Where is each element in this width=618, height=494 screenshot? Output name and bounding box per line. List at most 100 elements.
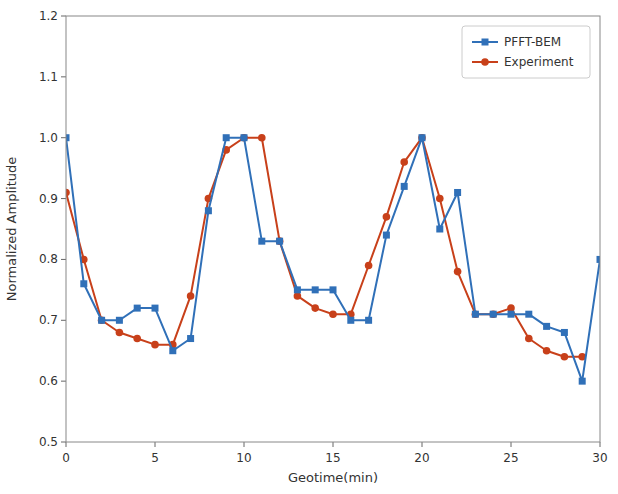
x-tick (600, 442, 601, 447)
data-point (116, 329, 124, 337)
data-point (329, 310, 337, 318)
data-point (561, 353, 569, 361)
plot-area (66, 134, 600, 385)
data-point (543, 347, 551, 355)
x-tick-label: 20 (414, 451, 429, 465)
data-point (347, 317, 354, 324)
data-point (436, 195, 444, 203)
series (66, 134, 586, 361)
data-point (454, 189, 461, 196)
data-point (116, 317, 123, 324)
data-point (383, 213, 391, 221)
x-tick-label: 0 (62, 451, 70, 465)
data-point (276, 238, 283, 245)
series-line (66, 138, 600, 381)
x-tick-label: 15 (325, 451, 340, 465)
data-point (490, 311, 497, 318)
x-tick (155, 442, 156, 447)
data-point (294, 286, 301, 293)
data-point (66, 134, 70, 141)
plot-frame (66, 16, 600, 442)
data-point (152, 305, 159, 312)
data-point (401, 183, 408, 190)
data-point (223, 134, 230, 141)
data-point (400, 158, 408, 166)
series-line (66, 138, 582, 357)
data-point (187, 335, 194, 342)
data-point (418, 134, 426, 142)
data-point (80, 280, 87, 287)
data-point (525, 335, 533, 343)
data-point (241, 134, 248, 141)
y-tick (61, 76, 66, 77)
legend-label: PFFT-BEM (504, 35, 561, 49)
data-point (258, 134, 266, 142)
x-tick (244, 442, 245, 447)
data-point (312, 286, 319, 293)
data-point (419, 134, 426, 141)
data-point (579, 378, 586, 385)
y-tick-label: 0.9 (39, 192, 58, 206)
data-point (508, 311, 515, 318)
y-tick (61, 442, 66, 443)
chart: 0 5 10 15 20 25 30 0.5 0.6 0.7 0.8 0.9 1.0 1.1 1.2 Geot… (0, 0, 618, 494)
axes: 0 5 10 15 20 25 30 0.5 0.6 0.7 0.8 0.9 1.0 1.1 1.2 (39, 9, 608, 465)
data-point (311, 304, 319, 312)
data-point (205, 207, 212, 214)
data-point (151, 341, 159, 349)
data-point (525, 311, 532, 318)
data-point (258, 238, 265, 245)
data-point (365, 262, 373, 270)
data-point (187, 292, 195, 300)
data-point (472, 310, 480, 318)
legend-marker (482, 39, 489, 46)
x-tick-label: 25 (503, 451, 518, 465)
y-tick-label: 0.6 (39, 374, 58, 388)
y-tick (61, 198, 66, 199)
data-point (169, 347, 176, 354)
y-tick (61, 381, 66, 382)
legend-label: Experiment (504, 55, 574, 69)
y-tick (61, 137, 66, 138)
data-point (597, 256, 601, 263)
legend-box (462, 26, 590, 78)
data-point (98, 317, 105, 324)
x-tick-label: 5 (151, 451, 159, 465)
data-point (454, 268, 462, 276)
x-tick (422, 442, 423, 447)
legend: PFFT-BEM Experiment (462, 26, 590, 78)
data-point (330, 286, 337, 293)
data-point (489, 310, 497, 318)
data-point (240, 134, 248, 142)
y-tick (61, 16, 66, 17)
y-tick-label: 0.7 (39, 313, 58, 327)
data-point (276, 237, 284, 245)
y-tick-label: 0.8 (39, 252, 58, 266)
plot-background (66, 16, 600, 442)
data-point (98, 316, 106, 324)
y-tick-label: 1.1 (39, 70, 58, 84)
y-tick-label: 0.5 (39, 435, 58, 449)
x-tick-label: 10 (236, 451, 251, 465)
data-point (365, 317, 372, 324)
y-tick-label: 1.2 (39, 9, 58, 23)
data-point (472, 311, 479, 318)
data-point (436, 226, 443, 233)
x-tick (511, 442, 512, 447)
data-point (561, 329, 568, 336)
y-axis-label: Normalized Amplitude (4, 157, 19, 301)
y-tick-label: 1.0 (39, 131, 58, 145)
x-axis-label: Geotime(min) (288, 470, 378, 485)
data-point (134, 305, 141, 312)
y-tick (61, 259, 66, 260)
series (66, 134, 600, 384)
data-point (66, 189, 70, 197)
x-tick (66, 442, 67, 447)
data-point (543, 323, 550, 330)
data-point (133, 335, 141, 343)
x-tick (333, 442, 334, 447)
y-tick (61, 320, 66, 321)
x-tick-label: 30 (592, 451, 607, 465)
legend-marker (481, 58, 489, 66)
data-point (383, 232, 390, 239)
